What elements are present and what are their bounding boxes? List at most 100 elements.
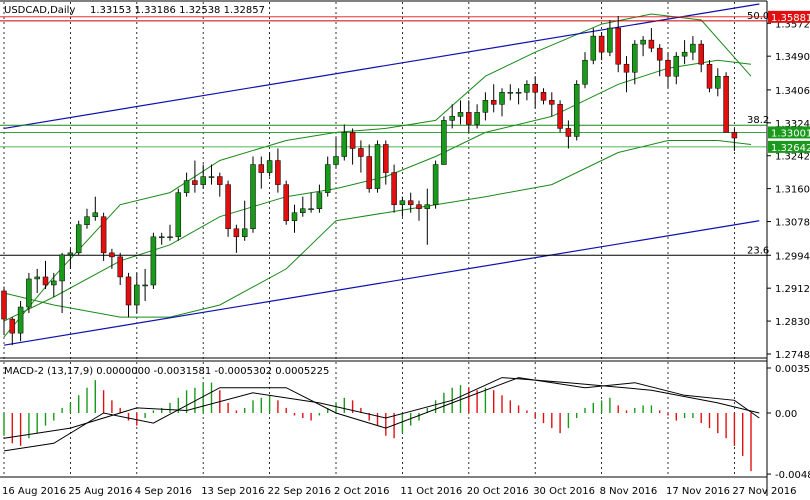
y-tick-label: 1.31600 xyxy=(775,185,810,196)
macd-y-tick-label: -0.004835 xyxy=(775,470,810,481)
candle-body xyxy=(656,47,663,61)
candle-body xyxy=(142,284,148,287)
candle-body xyxy=(59,254,65,282)
x-tick-label: 13 Sep 2016 xyxy=(201,486,264,497)
price-channel xyxy=(3,3,760,346)
candle-body xyxy=(582,59,588,85)
candle-body xyxy=(665,59,671,77)
x-tick-label: 22 Sep 2016 xyxy=(268,486,331,497)
candle-body xyxy=(673,55,680,77)
candle-body xyxy=(540,92,547,101)
y-tick-label: 1.34060 xyxy=(775,86,810,97)
macd-y-tick-label: 0.00 xyxy=(775,409,797,420)
candle-body xyxy=(424,204,431,209)
candle-body xyxy=(391,172,397,205)
candle-body xyxy=(333,156,339,165)
x-tick-label: 20 Oct 2016 xyxy=(467,486,529,497)
candle-body xyxy=(150,236,157,286)
price-label-box xyxy=(768,10,810,23)
bollinger-upper xyxy=(3,13,752,338)
candle-body xyxy=(698,43,704,65)
candle-body xyxy=(407,200,414,205)
candle-body xyxy=(109,252,115,258)
candle-body xyxy=(632,43,638,73)
bollinger-lower xyxy=(3,140,752,318)
candle-body xyxy=(441,120,447,165)
candle-body xyxy=(648,39,655,49)
candle-body xyxy=(607,27,613,53)
candle-body xyxy=(192,180,198,185)
candle-body xyxy=(681,51,688,57)
x-tick-label: 2 Oct 2016 xyxy=(334,486,389,497)
candle-body xyxy=(217,176,223,185)
macd-title: MACD-2 (13,17,9) 0.0000000 -0.0031581 -0… xyxy=(4,366,329,377)
macd-lines xyxy=(3,377,760,452)
price-axis: 1.35720 1.34900 1.34060 1.33240 1.32420 1.316… xyxy=(767,19,810,361)
candle-body xyxy=(75,224,82,254)
candle-body xyxy=(117,256,123,278)
candle-body xyxy=(300,208,306,213)
candle-body xyxy=(42,276,49,286)
fib-level-label: 50.0 xyxy=(747,11,769,22)
candle-body xyxy=(383,144,389,173)
candle-body xyxy=(366,156,372,189)
candle-body xyxy=(399,200,406,205)
signal-line xyxy=(3,377,760,439)
candle-body xyxy=(590,35,597,61)
macd-y-tick-label: 0.003560 xyxy=(775,364,810,375)
x-tick-label: 27 Nov 2016 xyxy=(732,486,796,497)
candle-body xyxy=(515,92,522,94)
candle-body xyxy=(175,192,182,238)
candle-body xyxy=(374,144,381,189)
y-tick-label: 1.29940 xyxy=(775,251,810,262)
y-tick-label: 1.28300 xyxy=(775,317,810,328)
candle-body xyxy=(167,236,173,239)
candle-body xyxy=(9,318,16,334)
candle-body xyxy=(432,164,439,205)
fibonacci-levels: 50.0 38.2 23.6 xyxy=(0,11,769,256)
macd-histogram xyxy=(3,380,752,472)
y-tick-label: 1.33240 xyxy=(775,119,810,130)
candle-body xyxy=(266,160,273,173)
channel-lower xyxy=(3,220,760,346)
price-label-box xyxy=(768,140,810,153)
macd-axis: 0.003560 0.00 -0.004835 xyxy=(767,364,810,481)
candle-body xyxy=(416,204,422,209)
candle-body xyxy=(51,280,57,286)
candle-body xyxy=(723,75,729,133)
macd-panel: 0.003560 0.00 -0.004835 MACD-2 (13,17,9) 0… xyxy=(3,364,810,481)
candle-body xyxy=(490,100,497,105)
candles xyxy=(1,16,738,346)
candle-body xyxy=(200,176,206,185)
candle-body xyxy=(100,216,107,254)
candle-body xyxy=(308,208,314,210)
y-tick-label: 1.32420 xyxy=(775,152,810,163)
candle-body xyxy=(482,100,489,113)
candle-body xyxy=(17,306,24,334)
fib-level-label: 38.2 xyxy=(747,115,769,126)
candle-body xyxy=(208,176,215,178)
x-tick-label: 25 Aug 2016 xyxy=(68,486,132,497)
candle-body xyxy=(565,128,572,137)
y-tick-label: 1.29120 xyxy=(775,284,810,295)
price-labels: 1.35881 1.33001 1.32642 xyxy=(768,10,810,154)
x-tick-label: 30 Oct 2016 xyxy=(533,486,595,497)
candle-body xyxy=(258,164,265,173)
candle-body xyxy=(532,84,538,93)
y-tick-label: 1.34900 xyxy=(775,52,810,63)
x-tick-label: 11 Oct 2016 xyxy=(400,486,462,497)
candle-body xyxy=(615,27,621,65)
candle-body xyxy=(34,276,40,280)
price-label-box xyxy=(768,126,810,139)
candle-body xyxy=(358,148,364,157)
candle-body xyxy=(275,160,281,185)
x-tick-label: 8 Nov 2016 xyxy=(600,486,658,497)
candle-body xyxy=(474,112,480,125)
candle-body xyxy=(640,39,646,45)
candle-body xyxy=(316,192,323,209)
y-tick-label: 1.30780 xyxy=(775,218,810,229)
candle-body xyxy=(524,84,530,93)
candle-body xyxy=(573,84,580,137)
